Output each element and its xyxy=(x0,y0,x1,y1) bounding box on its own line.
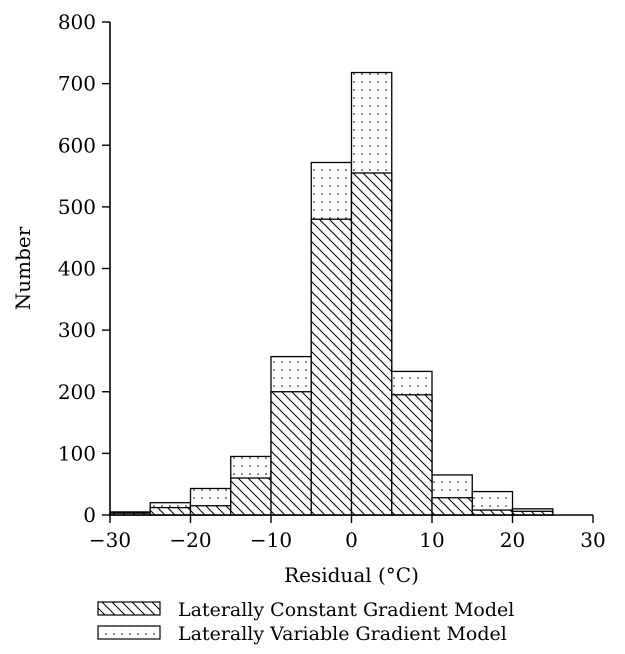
bar-constant-fill-6 xyxy=(351,172,392,515)
legend-label-0: Laterally Constant Gradient Model xyxy=(178,599,514,621)
y-tick-label: 700 xyxy=(58,72,96,96)
bar-constant-fill-10 xyxy=(512,511,553,515)
x-tick-label: 30 xyxy=(580,528,605,552)
x-tick-label: −10 xyxy=(250,528,292,552)
bar-constant-fill-0 xyxy=(110,513,151,515)
y-tick-label: 600 xyxy=(58,133,96,157)
bar-constant-fill-2 xyxy=(190,505,231,515)
legend-swatch-fill-1 xyxy=(98,626,160,639)
series-constant-bars xyxy=(109,172,554,516)
y-tick-label: 400 xyxy=(58,257,96,281)
x-tick-label: 10 xyxy=(419,528,444,552)
bar-variable-fill-9 xyxy=(472,491,513,515)
bar-constant-fill-7 xyxy=(391,394,432,515)
bar-constant-fill-4 xyxy=(271,391,312,515)
legend-swatch-fill-0 xyxy=(98,602,160,615)
y-tick-label: 300 xyxy=(58,318,96,342)
y-tick-label: 100 xyxy=(58,441,96,465)
x-tick-label: 20 xyxy=(500,528,525,552)
legend: Laterally Constant Gradient ModelLateral… xyxy=(97,599,514,645)
x-tick-label: 0 xyxy=(345,528,358,552)
y-tick-label: 200 xyxy=(58,380,96,404)
axes: 0 100 200 300 400 500 600 700 800 −30 −20 −10 0 10 20 3… xyxy=(11,10,606,587)
bar-constant-fill-8 xyxy=(432,497,473,515)
x-tick-label: −20 xyxy=(169,528,211,552)
y-tick-label: 500 xyxy=(58,195,96,219)
legend-label-1: Laterally Variable Gradient Model xyxy=(178,623,507,645)
bar-constant-fill-9 xyxy=(472,510,513,515)
bar-constant-fill-1 xyxy=(150,507,191,515)
x-tick-label: −30 xyxy=(89,528,131,552)
bar-constant-fill-3 xyxy=(230,478,271,515)
bar-constant-fill-5 xyxy=(311,219,352,515)
y-tick-label: 800 xyxy=(58,10,96,34)
x-axis-label: Residual (°C) xyxy=(284,563,419,587)
y-axis-label: Number xyxy=(11,226,35,310)
y-tick-label: 0 xyxy=(83,503,96,527)
